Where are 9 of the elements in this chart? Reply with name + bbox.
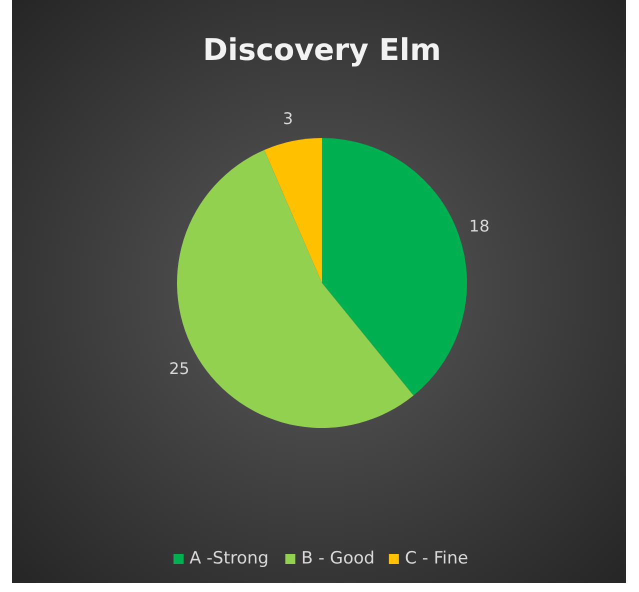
- data-label: 18: [469, 216, 490, 236]
- pie-slice: [264, 138, 322, 283]
- data-label: 3: [282, 108, 294, 128]
- chart-title: Discovery Elm: [202, 33, 442, 68]
- data-label: 25: [169, 359, 190, 378]
- legend-label: A -Strong: [190, 548, 269, 569]
- legend-label: B - Good: [301, 548, 375, 569]
- pie-slice: [322, 138, 467, 396]
- legend-label: C - Fine: [404, 548, 468, 569]
